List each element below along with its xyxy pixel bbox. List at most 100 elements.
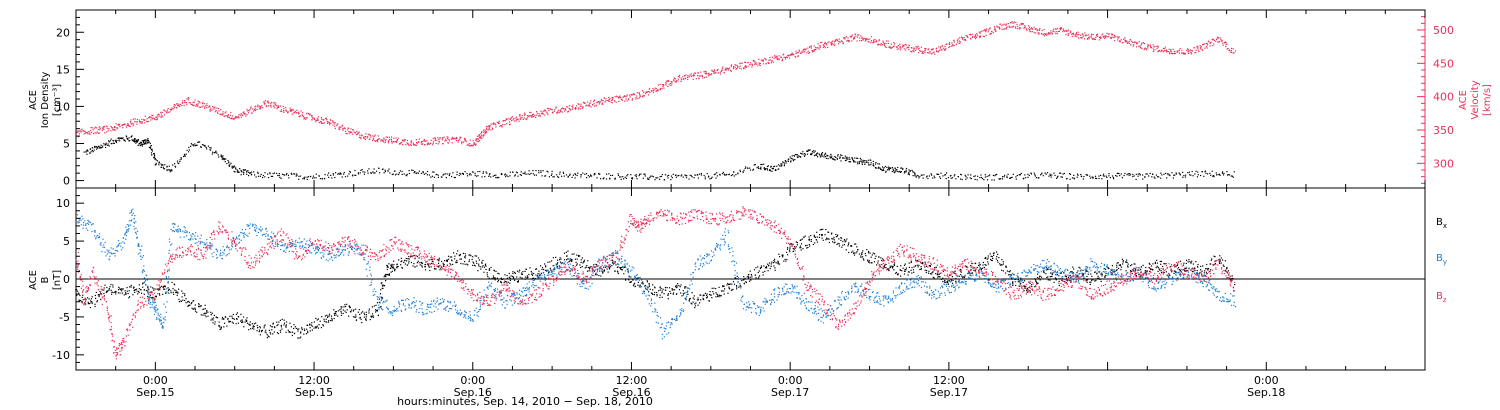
velocity-point xyxy=(113,129,115,131)
ion-density-point xyxy=(203,144,205,146)
velocity-point xyxy=(842,42,844,45)
bx-point xyxy=(944,278,947,280)
ion-density-point xyxy=(1139,174,1141,176)
velocity-point xyxy=(532,116,534,118)
ion-density-point xyxy=(893,169,895,171)
bx-point xyxy=(331,317,333,319)
bx-point xyxy=(390,267,392,269)
velocity-point xyxy=(388,136,390,138)
velocity-point xyxy=(515,116,518,118)
bx-point xyxy=(760,265,763,267)
bx-point xyxy=(785,260,787,262)
bx-point xyxy=(931,272,933,274)
velocity-point xyxy=(493,122,495,124)
velocity-point xyxy=(667,85,669,88)
bx-point xyxy=(722,286,724,288)
bx-point xyxy=(410,261,412,264)
bx-point xyxy=(355,308,357,310)
ion-density-point xyxy=(609,177,611,179)
velocity-point xyxy=(555,107,557,109)
ion-density-point xyxy=(232,167,234,169)
velocity-point xyxy=(754,63,756,66)
bx-point xyxy=(929,273,931,275)
bx-point xyxy=(372,316,374,318)
velocity-point xyxy=(429,143,432,145)
velocity-point xyxy=(1230,51,1232,53)
ion-density-point xyxy=(1196,176,1198,178)
velocity-point xyxy=(1078,37,1080,39)
ion-density-point xyxy=(733,175,735,177)
velocity-point xyxy=(1112,34,1114,36)
ion-density-point xyxy=(663,179,665,181)
ion-density-point xyxy=(974,178,976,180)
ion-density-point xyxy=(1069,173,1071,175)
bx-point xyxy=(576,254,578,256)
velocity-point xyxy=(819,45,821,47)
ion-density-point xyxy=(488,174,491,176)
ion-density-point xyxy=(1205,172,1207,174)
velocity-point xyxy=(661,87,663,90)
ion-density-point xyxy=(155,162,157,164)
bx-point xyxy=(348,315,350,317)
velocity-point xyxy=(888,46,890,48)
velocity-point xyxy=(1067,33,1069,35)
bx-point xyxy=(96,300,98,302)
bx-point xyxy=(731,289,733,291)
velocity-point xyxy=(254,110,256,112)
velocity-point xyxy=(139,120,141,123)
velocity-point xyxy=(240,116,242,118)
bx-point xyxy=(749,270,751,272)
bx-point xyxy=(204,304,206,306)
ion-density-point xyxy=(89,148,92,150)
velocity-point xyxy=(928,48,930,50)
ion-density-point xyxy=(1142,178,1144,180)
bx-point xyxy=(184,293,186,295)
velocity-point xyxy=(1019,24,1021,26)
bx-point xyxy=(428,266,430,268)
bx-point xyxy=(800,243,803,245)
bx-point xyxy=(204,312,206,314)
velocity-point xyxy=(836,39,839,42)
velocity-point xyxy=(992,31,994,34)
velocity-point xyxy=(635,98,637,100)
velocity-point xyxy=(675,81,677,83)
ion-density-point xyxy=(127,138,129,140)
velocity-point xyxy=(315,119,317,121)
bx-point xyxy=(820,228,822,231)
bx-point xyxy=(178,301,180,303)
ion-density-point xyxy=(622,176,624,178)
velocity-point xyxy=(396,139,399,141)
ion-density-point xyxy=(878,166,880,168)
ion-density-point xyxy=(802,151,804,153)
velocity-point xyxy=(822,46,824,48)
ion-density-point xyxy=(416,172,418,174)
ion-density-point xyxy=(110,143,112,145)
ion-density-point xyxy=(509,171,511,173)
velocity-point xyxy=(334,125,336,127)
velocity-point xyxy=(893,42,895,44)
bx-point xyxy=(633,283,635,285)
velocity-point xyxy=(1221,40,1223,42)
velocity-point xyxy=(166,111,168,113)
bx-point xyxy=(221,316,224,319)
velocity-point xyxy=(1043,35,1046,37)
ion-density-point xyxy=(230,162,232,164)
velocity-point xyxy=(1120,39,1122,41)
ion-density-point xyxy=(1062,173,1064,175)
velocity-point xyxy=(605,98,607,100)
velocity-point xyxy=(249,108,251,111)
bx-point xyxy=(678,289,681,291)
ion-density-point xyxy=(760,168,762,170)
ion-density-point xyxy=(797,156,799,159)
velocity-point xyxy=(351,131,353,133)
velocity-point xyxy=(754,60,756,62)
ion-density-point xyxy=(520,174,522,176)
ion-density-point xyxy=(848,161,850,163)
bx-point xyxy=(659,294,661,296)
velocity-point xyxy=(572,104,574,106)
bx-point xyxy=(365,318,367,320)
ion-density-point xyxy=(966,177,968,179)
ion-density-point xyxy=(373,168,375,170)
ion-density-point xyxy=(710,177,712,179)
velocity-point xyxy=(1007,23,1009,25)
